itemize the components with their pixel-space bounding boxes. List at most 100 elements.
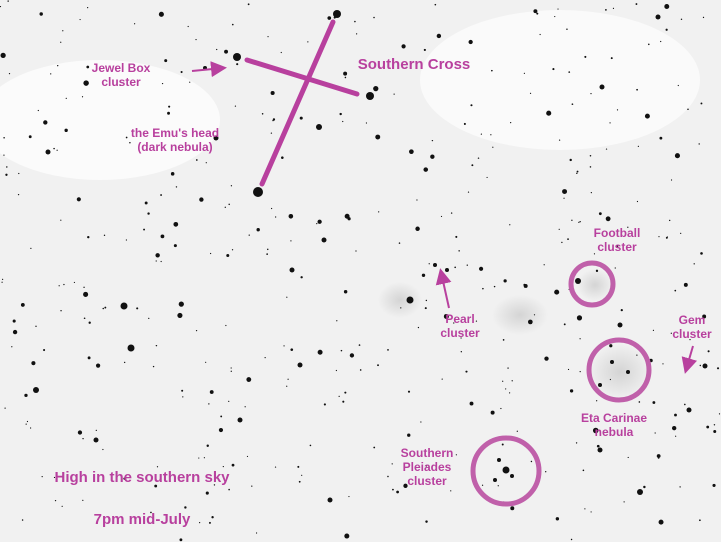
star — [60, 219, 62, 221]
star — [440, 215, 443, 218]
star — [210, 252, 212, 255]
star — [468, 39, 473, 45]
star — [387, 349, 389, 351]
star — [274, 466, 277, 468]
star — [571, 103, 574, 106]
star — [323, 403, 326, 406]
star — [31, 361, 36, 366]
star — [436, 33, 442, 39]
star — [205, 361, 207, 363]
label: the Emu's head (dark nebula) — [131, 126, 219, 154]
star — [605, 8, 607, 11]
star — [655, 14, 661, 20]
star — [545, 471, 547, 473]
star — [28, 135, 32, 139]
star — [713, 424, 716, 426]
star — [17, 193, 20, 196]
star — [561, 241, 563, 244]
star — [60, 41, 62, 43]
star — [173, 244, 177, 248]
star — [554, 289, 560, 295]
star — [599, 84, 605, 90]
star — [680, 18, 683, 21]
star — [492, 146, 494, 148]
star — [702, 363, 708, 369]
star — [287, 378, 289, 380]
star — [530, 460, 533, 463]
star — [409, 149, 414, 155]
star — [698, 143, 700, 145]
star — [246, 455, 249, 458]
star — [475, 320, 478, 322]
star — [373, 446, 376, 449]
star — [160, 194, 163, 196]
star — [234, 105, 237, 107]
star — [343, 71, 348, 76]
star — [317, 349, 323, 355]
star — [152, 365, 155, 368]
star — [662, 363, 664, 365]
star — [231, 463, 235, 467]
star — [558, 139, 561, 141]
star — [693, 263, 695, 265]
star — [344, 213, 350, 219]
star — [656, 454, 661, 458]
star — [454, 266, 456, 269]
star — [228, 203, 230, 206]
star — [579, 220, 581, 223]
star — [421, 273, 426, 277]
label: Jewel Box cluster — [92, 61, 151, 89]
star — [718, 413, 721, 415]
star — [579, 338, 581, 340]
star — [179, 538, 183, 542]
star — [672, 425, 677, 431]
star — [406, 296, 414, 304]
star — [539, 33, 541, 36]
star — [61, 505, 63, 507]
star — [420, 421, 422, 423]
star — [244, 406, 246, 408]
star — [195, 159, 198, 161]
star — [687, 108, 689, 110]
star — [568, 71, 571, 73]
star — [458, 250, 460, 252]
star — [298, 480, 301, 483]
star — [167, 111, 170, 115]
star — [228, 488, 230, 491]
star — [605, 216, 611, 222]
star — [652, 401, 656, 404]
star — [716, 367, 720, 370]
star — [148, 317, 150, 320]
star — [127, 344, 135, 352]
star — [700, 102, 703, 105]
star — [177, 312, 183, 318]
star — [570, 538, 573, 541]
star — [184, 506, 187, 509]
star — [134, 23, 136, 25]
star — [616, 245, 619, 248]
star — [344, 533, 350, 539]
star — [576, 172, 578, 175]
star — [659, 136, 663, 140]
star — [373, 86, 379, 92]
star — [0, 52, 6, 58]
star — [450, 490, 452, 492]
star — [609, 344, 613, 348]
star — [155, 260, 157, 262]
star — [338, 395, 340, 398]
star — [571, 219, 573, 221]
star — [493, 478, 497, 482]
star — [595, 269, 599, 272]
star — [666, 236, 668, 238]
star — [654, 432, 656, 434]
star — [636, 88, 638, 91]
star — [576, 170, 579, 173]
star — [562, 189, 568, 195]
star — [686, 407, 692, 413]
star — [123, 477, 126, 480]
star — [505, 388, 507, 390]
star — [567, 368, 570, 371]
star — [638, 401, 641, 403]
star — [563, 197, 565, 199]
star — [211, 516, 214, 519]
